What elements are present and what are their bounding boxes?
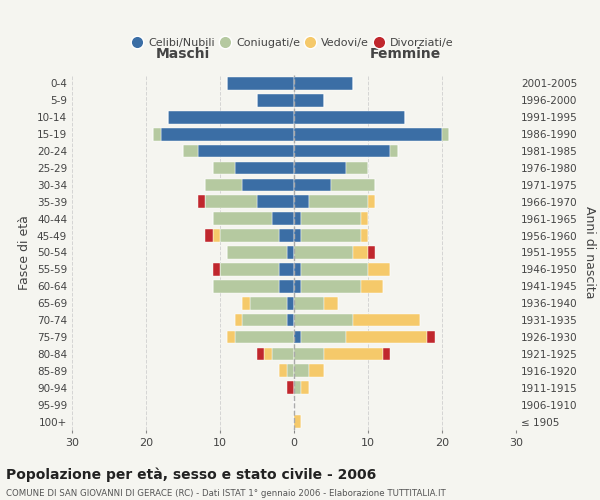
Bar — [212, 263, 220, 276]
Bar — [183, 144, 198, 158]
Bar — [346, 330, 427, 344]
Bar — [390, 144, 398, 158]
Y-axis label: Anni di nascita: Anni di nascita — [583, 206, 596, 298]
Bar — [287, 314, 294, 326]
Bar — [205, 178, 242, 191]
Bar — [227, 246, 287, 259]
Bar — [427, 330, 434, 344]
Bar — [294, 364, 309, 377]
Legend: Celibi/Nubili, Coniugati/e, Vedovi/e, Divorziati/e: Celibi/Nubili, Coniugati/e, Vedovi/e, Di… — [131, 34, 457, 51]
Bar — [205, 196, 257, 208]
Bar — [346, 162, 368, 174]
Bar — [353, 246, 368, 259]
Bar — [294, 246, 353, 259]
Bar — [294, 77, 353, 90]
Bar — [323, 348, 383, 360]
Bar — [301, 382, 309, 394]
Bar — [294, 144, 390, 158]
Bar — [368, 246, 376, 259]
Bar — [294, 348, 323, 360]
Text: Femmine: Femmine — [370, 47, 440, 61]
Text: Popolazione per età, sesso e stato civile - 2006: Popolazione per età, sesso e stato civil… — [6, 468, 376, 482]
Bar — [235, 314, 242, 326]
Bar — [331, 178, 376, 191]
Bar — [323, 297, 338, 310]
Bar — [227, 77, 294, 90]
Bar — [368, 196, 376, 208]
Bar — [368, 263, 390, 276]
Bar — [235, 162, 294, 174]
Bar — [212, 162, 235, 174]
Bar — [294, 178, 331, 191]
Text: COMUNE DI SAN GIOVANNI DI GERACE (RC) - Dati ISTAT 1° gennaio 2006 - Elaborazion: COMUNE DI SAN GIOVANNI DI GERACE (RC) - … — [6, 489, 446, 498]
Bar — [301, 212, 361, 225]
Bar — [279, 230, 294, 242]
Bar — [242, 314, 287, 326]
Bar — [294, 111, 405, 124]
Bar — [287, 246, 294, 259]
Bar — [279, 364, 287, 377]
Bar — [257, 196, 294, 208]
Bar — [361, 280, 383, 292]
Bar — [301, 230, 361, 242]
Bar — [265, 348, 272, 360]
Bar — [212, 212, 272, 225]
Bar — [294, 382, 301, 394]
Bar — [220, 263, 279, 276]
Bar — [353, 314, 420, 326]
Bar — [272, 348, 294, 360]
Bar — [294, 297, 323, 310]
Bar — [242, 178, 294, 191]
Bar — [161, 128, 294, 140]
Bar — [257, 94, 294, 106]
Bar — [294, 212, 301, 225]
Bar — [442, 128, 449, 140]
Bar — [242, 297, 250, 310]
Bar — [309, 196, 368, 208]
Bar — [287, 297, 294, 310]
Bar — [383, 348, 390, 360]
Bar — [205, 230, 212, 242]
Bar — [294, 128, 442, 140]
Bar — [294, 263, 301, 276]
Bar — [294, 94, 323, 106]
Text: Maschi: Maschi — [156, 47, 210, 61]
Bar — [294, 230, 301, 242]
Bar — [294, 314, 353, 326]
Bar — [361, 212, 368, 225]
Bar — [294, 330, 301, 344]
Bar — [287, 364, 294, 377]
Bar — [212, 230, 220, 242]
Bar — [212, 280, 279, 292]
Bar — [257, 348, 265, 360]
Y-axis label: Fasce di età: Fasce di età — [19, 215, 31, 290]
Bar — [279, 280, 294, 292]
Bar — [294, 196, 309, 208]
Bar — [301, 263, 368, 276]
Bar — [220, 230, 279, 242]
Bar — [154, 128, 161, 140]
Bar — [198, 144, 294, 158]
Bar — [235, 330, 294, 344]
Bar — [301, 330, 346, 344]
Bar — [361, 230, 368, 242]
Bar — [279, 263, 294, 276]
Bar — [294, 162, 346, 174]
Bar — [301, 280, 361, 292]
Bar — [168, 111, 294, 124]
Bar — [227, 330, 235, 344]
Bar — [250, 297, 287, 310]
Bar — [287, 382, 294, 394]
Bar — [272, 212, 294, 225]
Bar — [309, 364, 323, 377]
Bar — [294, 415, 301, 428]
Bar — [294, 280, 301, 292]
Bar — [198, 196, 205, 208]
